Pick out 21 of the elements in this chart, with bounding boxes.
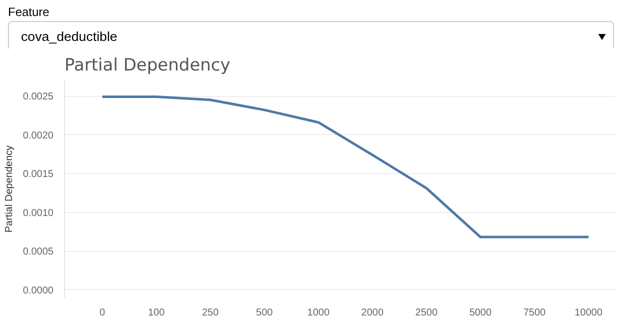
y-tick-label: 0.0015	[22, 169, 54, 180]
x-tick-label: 250	[202, 308, 220, 318]
y-tick-label: 0.0005	[22, 246, 54, 258]
y-tick-label: 0.0020	[22, 130, 54, 142]
y-tick-label: 0.0000	[22, 285, 54, 296]
x-tick-label: 5000	[469, 308, 492, 318]
x-tick-label: 0	[100, 308, 106, 318]
y-tick-label: 0.0025	[22, 92, 54, 102]
y-axis-title: Partial Dependency	[4, 145, 15, 233]
chart-title: Partial Dependency	[64, 56, 230, 76]
y-tick-label: 0.0010	[22, 208, 54, 219]
x-tick-label: 1000	[307, 308, 330, 318]
line-series	[101, 96, 590, 238]
x-tick-label: 7500	[523, 308, 546, 318]
text: Feature	[8, 4, 50, 21]
x-tick-label: 2000	[361, 308, 384, 318]
x-tick-label: 10000	[574, 308, 603, 318]
x-tick-label: 2500	[415, 308, 438, 318]
x-tick-label: 500	[256, 308, 274, 318]
text: cova_deductible	[8, 21, 614, 52]
x-tick-label: 100	[148, 308, 166, 318]
